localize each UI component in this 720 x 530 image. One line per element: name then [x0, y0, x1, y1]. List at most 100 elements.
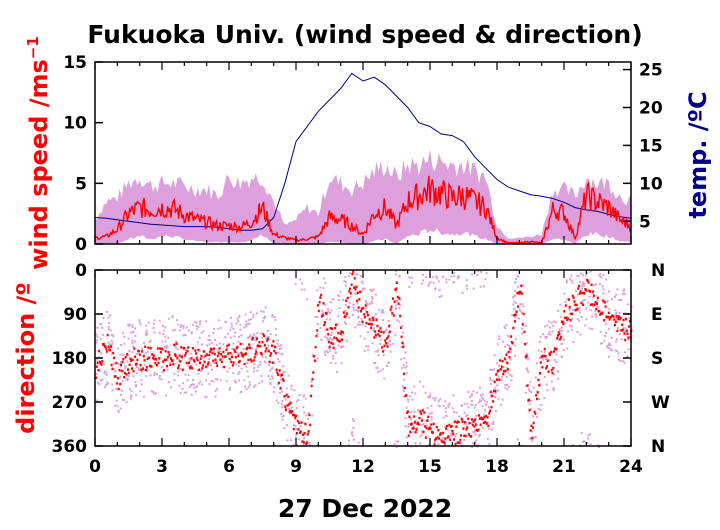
direction-scatter-point: [588, 327, 591, 330]
direction-scatter-point: [370, 290, 373, 293]
direction-scatter-point: [381, 309, 384, 312]
direction-scatter-point: [577, 293, 580, 296]
direction-point: [191, 367, 194, 370]
speed-axis-label-exponent: −1: [24, 36, 42, 59]
direction-point: [193, 360, 196, 363]
direction-scatter-point: [342, 299, 345, 301]
direction-scatter-point: [375, 367, 378, 370]
direction-scatter-point: [447, 403, 450, 406]
direction-scatter-point: [610, 298, 613, 301]
direction-point: [586, 279, 589, 282]
direction-point: [405, 394, 408, 397]
direction-scatter-point: [524, 392, 527, 394]
direction-scatter-point: [444, 407, 447, 410]
direction-point: [347, 306, 350, 309]
direction-scatter-point: [376, 366, 379, 369]
direction-point: [457, 420, 460, 424]
direction-point: [403, 386, 406, 390]
direction-point: [576, 307, 579, 311]
direction-scatter-point: [537, 408, 540, 411]
direction-point: [175, 342, 178, 345]
direction-scatter-point: [230, 316, 232, 319]
direction-scatter-point: [185, 391, 188, 394]
direction-scatter-point: [198, 360, 201, 363]
direction-scatter-point: [284, 398, 287, 401]
direction-scatter-point: [153, 392, 156, 395]
direction-scatter-point: [525, 352, 528, 355]
direction-scatter-point: [269, 369, 272, 372]
direction-scatter-point: [470, 400, 473, 402]
direction-point: [569, 319, 572, 322]
direction-scatter-point: [472, 431, 475, 434]
direction-scatter-point: [238, 314, 241, 317]
direction-scatter-point: [145, 333, 148, 336]
direction-scatter-point: [595, 283, 597, 286]
direction-scatter-point: [166, 368, 169, 371]
direction-scatter-point: [361, 288, 364, 291]
direction-scatter-point: [494, 395, 497, 398]
direction-point: [113, 356, 115, 360]
direction-scatter-point: [181, 387, 184, 390]
direction-scatter-point: [503, 325, 506, 328]
direction-scatter-point: [252, 370, 255, 373]
direction-scatter-point: [354, 291, 357, 294]
date-axis-label: 27 Dec 2022: [278, 494, 452, 523]
direction-point: [471, 418, 473, 421]
direction-scatter-point: [557, 338, 560, 341]
direction-scatter-point: [387, 319, 390, 322]
direction-point: [543, 347, 546, 351]
direction-scatter-point: [407, 423, 410, 425]
direction-point: [487, 424, 490, 428]
direction-scatter-point: [252, 316, 255, 318]
direction-point: [126, 353, 129, 356]
direction-scatter-point: [599, 272, 602, 275]
direction-point: [557, 331, 560, 334]
direction-scatter-point: [197, 326, 200, 329]
direction-point: [265, 347, 268, 350]
direction-scatter-point: [583, 440, 586, 443]
direction-scatter-point: [471, 446, 474, 448]
direction-scatter-point: [179, 368, 182, 371]
direction-point: [317, 304, 319, 307]
direction-scatter-point: [430, 416, 433, 418]
direction-scatter-point: [215, 378, 218, 381]
direction-point: [621, 323, 624, 326]
direction-scatter-point: [422, 423, 425, 426]
direction-scatter-point: [341, 334, 344, 337]
direction-scatter-point: [455, 432, 458, 435]
direction-scatter-point: [479, 386, 481, 389]
direction-scatter-point: [480, 271, 483, 273]
direction-point: [142, 355, 145, 358]
direction-point: [456, 421, 459, 424]
direction-scatter-point: [603, 339, 606, 342]
direction-scatter-point: [339, 337, 342, 340]
direction-scatter-point: [498, 338, 501, 340]
direction-point: [363, 313, 366, 316]
direction-scatter-point: [174, 328, 177, 331]
direction-scatter-point: [98, 369, 101, 372]
direction-point: [490, 406, 493, 409]
direction-scatter-point: [399, 303, 402, 306]
direction-point: [357, 306, 360, 309]
direction-point: [537, 378, 540, 382]
direction-point: [617, 317, 620, 321]
direction-point: [213, 353, 216, 356]
direction-point: [287, 395, 290, 398]
direction-point: [582, 303, 584, 306]
direction-point: [146, 357, 149, 360]
direction-scatter-point: [531, 440, 534, 443]
direction-point: [302, 433, 305, 436]
direction-scatter-point: [184, 373, 187, 376]
direction-scatter-point: [261, 380, 264, 383]
direction-scatter-point: [218, 350, 221, 353]
direction-scatter-point: [374, 313, 377, 316]
direction-scatter-point: [303, 437, 306, 440]
direction-scatter-point: [471, 442, 474, 445]
direction-scatter-point: [404, 351, 407, 354]
direction-point: [431, 431, 434, 434]
direction-scatter-point: [506, 352, 509, 355]
direction-scatter-point: [196, 385, 198, 388]
direction-scatter-point: [205, 396, 208, 399]
direction-scatter-point: [387, 342, 389, 345]
direction-point: [197, 348, 200, 352]
